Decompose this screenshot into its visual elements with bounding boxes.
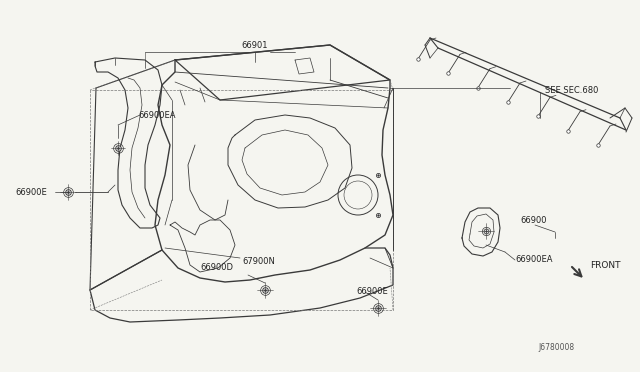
Text: 66900D: 66900D <box>200 263 233 273</box>
Text: FRONT: FRONT <box>590 260 621 269</box>
Text: 67900N: 67900N <box>242 257 275 266</box>
Text: 66900E: 66900E <box>15 187 47 196</box>
Text: J6780008: J6780008 <box>538 343 574 353</box>
Text: SEE SEC.680: SEE SEC.680 <box>545 86 598 94</box>
Text: 66900EA: 66900EA <box>515 256 552 264</box>
Text: 66900EA: 66900EA <box>138 110 175 119</box>
Text: 66901: 66901 <box>242 41 268 49</box>
Text: 66900E: 66900E <box>356 288 388 296</box>
Text: 66900: 66900 <box>520 215 547 224</box>
